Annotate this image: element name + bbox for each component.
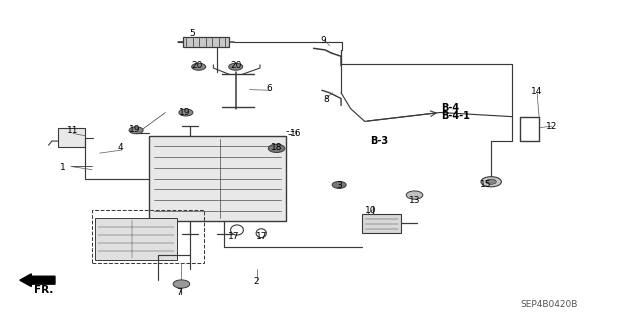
Text: 17: 17 <box>255 232 267 241</box>
Text: 6: 6 <box>266 84 272 93</box>
Text: B-3: B-3 <box>370 137 388 146</box>
Bar <box>95 218 177 260</box>
Text: 16: 16 <box>290 129 301 138</box>
Text: 15: 15 <box>480 180 492 189</box>
Circle shape <box>268 144 285 152</box>
Text: 2: 2 <box>253 277 259 286</box>
Text: 1: 1 <box>60 163 66 172</box>
Circle shape <box>332 182 346 189</box>
Text: 4: 4 <box>118 143 124 152</box>
Circle shape <box>191 63 205 70</box>
Text: 20: 20 <box>230 61 241 70</box>
Circle shape <box>129 127 143 134</box>
Circle shape <box>406 191 423 199</box>
Text: 13: 13 <box>409 196 420 205</box>
Circle shape <box>173 280 189 288</box>
Circle shape <box>179 109 193 116</box>
Bar <box>182 37 228 47</box>
Circle shape <box>481 177 501 187</box>
Text: 14: 14 <box>531 87 543 96</box>
Text: 18: 18 <box>271 143 282 152</box>
Text: B-4-1: B-4-1 <box>442 111 470 121</box>
Text: B-4: B-4 <box>442 103 460 113</box>
Text: 9: 9 <box>320 36 326 45</box>
Text: 20: 20 <box>192 61 203 70</box>
Text: 8: 8 <box>323 95 329 104</box>
Text: 10: 10 <box>365 206 377 215</box>
Text: 17: 17 <box>228 232 239 241</box>
Bar <box>362 214 401 233</box>
Text: SEP4B0420B: SEP4B0420B <box>520 300 577 309</box>
Text: 19: 19 <box>179 108 190 117</box>
Text: 11: 11 <box>67 126 78 135</box>
Text: 7: 7 <box>177 288 182 297</box>
FancyArrow shape <box>20 274 55 286</box>
Text: 12: 12 <box>545 122 557 131</box>
Bar <box>92 210 204 263</box>
Text: 3: 3 <box>336 181 342 190</box>
Bar <box>58 128 85 147</box>
Circle shape <box>228 63 243 70</box>
Text: FR.: FR. <box>35 286 54 295</box>
Bar <box>149 136 286 221</box>
Text: 5: 5 <box>189 29 195 38</box>
Circle shape <box>486 179 496 184</box>
Text: 19: 19 <box>129 125 141 134</box>
